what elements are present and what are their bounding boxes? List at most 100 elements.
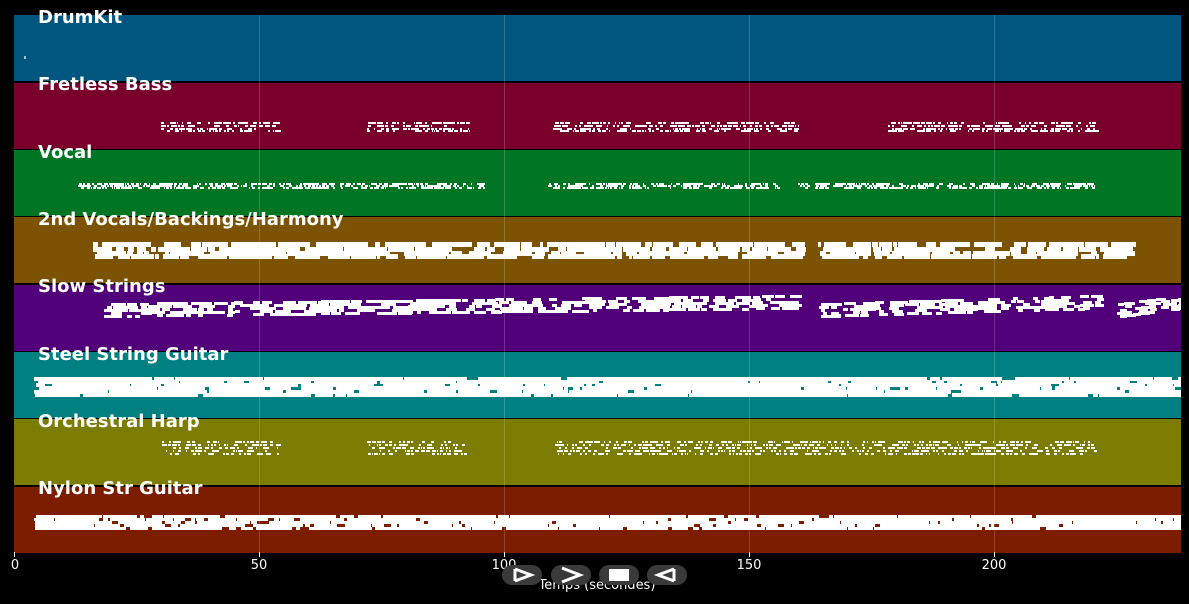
midi-note [449,130,451,132]
midi-note [709,128,711,130]
midi-note [735,125,737,127]
midi-note [105,185,106,187]
midi-note [671,122,673,124]
midi-note [406,187,408,189]
midi-note [615,187,616,189]
midi-note [402,183,405,185]
midi-note [312,187,313,189]
midi-note [619,187,620,189]
midi-note [216,130,218,132]
midi-note [1058,130,1060,132]
midi-note [681,185,682,187]
midi-note [136,183,138,185]
midi-note [651,125,654,127]
midi-note [201,128,202,130]
midi-note [656,128,659,130]
midi-note [603,183,605,185]
midi-note [341,187,343,189]
midi-note [368,130,370,132]
midi-note [454,183,456,185]
midi-note [605,130,606,132]
midi-note [627,122,629,124]
midi-note [319,187,322,189]
midi-note [559,187,561,189]
midi-note [600,122,602,124]
midi-note [378,187,379,189]
midi-note [905,128,907,130]
midi-note [754,128,756,130]
midi-note [126,187,128,189]
midi-note [378,130,379,132]
midi-note [563,187,565,189]
midi-note [670,130,671,132]
midi-note [280,185,282,187]
midi-note [626,125,628,127]
midi-note [269,183,272,185]
midi-note [200,122,201,124]
midi-note [177,122,178,124]
midi-note [580,187,582,189]
midi-note [185,185,187,187]
midi-note [394,183,397,185]
midi-note [714,185,716,187]
midi-note [394,185,397,187]
midi-note [566,125,568,127]
track-drumkit[interactable] [14,15,1181,81]
midi-note [283,183,285,185]
midi-note [167,130,170,132]
midi-note [283,187,285,189]
midi-note [798,128,799,130]
midi-note [721,187,723,189]
midi-note [593,187,594,189]
midi-note [1080,122,1082,124]
midi-note [1052,130,1054,132]
midi-note [1055,130,1057,132]
midi-note [1056,122,1058,124]
midi-note [588,125,589,127]
midi-note [1063,125,1064,127]
midi-note [356,187,358,189]
midi-note [698,185,700,187]
midi-note [560,125,561,127]
midi-note [324,183,326,185]
midi-note [702,125,704,127]
midi-note [658,185,661,187]
track-vocal[interactable] [14,150,1181,216]
midi-note [287,187,289,189]
midi-note [629,187,631,189]
track-fretless-bass[interactable] [14,83,1181,149]
midi-note [583,183,586,185]
midi-note [449,185,451,187]
midi-note [751,187,754,189]
midi-note [304,183,305,185]
midi-note [755,122,758,124]
midi-note [629,185,631,187]
midi-note [190,130,192,132]
midi-note [1076,125,1078,127]
midi-note [1062,128,1065,130]
midi-note [197,122,199,124]
midi-note [449,187,451,189]
midi-note [720,125,722,127]
midi-note [953,125,954,127]
midi-note [780,128,781,130]
midi-note [923,122,924,124]
midi-note [207,128,208,130]
midi-note [225,122,227,124]
midi-note [705,122,706,124]
midi-note [661,130,663,132]
midi-note [219,130,221,132]
midi-note [797,130,798,132]
midi-note [652,130,655,132]
midi-note [654,185,656,187]
midi-note [622,128,624,130]
midi-note [386,130,388,132]
midi-note [408,183,409,185]
midi-note [249,128,252,130]
midi-note [253,183,256,185]
midi-note [758,130,759,132]
midi-note [923,130,924,132]
midi-note [744,122,745,124]
midi-note [1005,122,1007,124]
